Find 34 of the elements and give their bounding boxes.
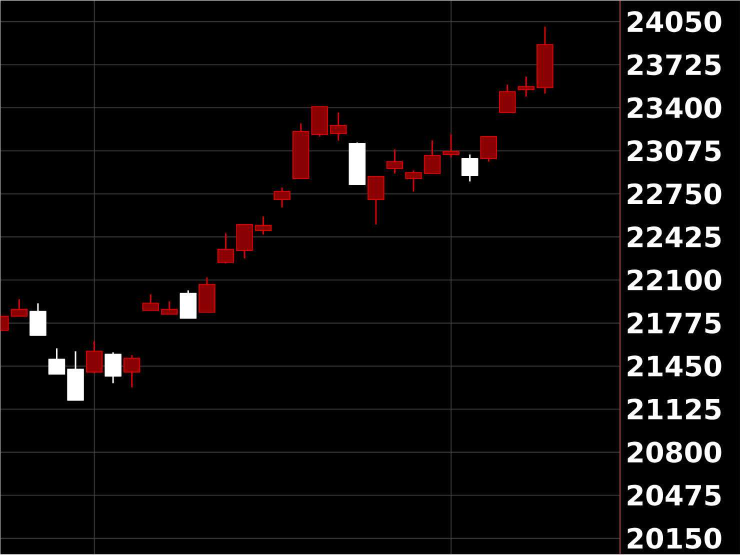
candlestick — [405, 170, 422, 192]
y-tick-label: 22750 — [628, 184, 722, 205]
y-tick-label: 21125 — [628, 398, 721, 420]
candlestick — [386, 148, 404, 174]
y-tick-label: 20800 — [628, 442, 722, 463]
candlestick — [123, 354, 140, 388]
candlestick — [104, 352, 122, 384]
y-tick-label: 21775 — [628, 312, 721, 334]
candlestick — [518, 76, 535, 98]
y-tick-label: 22100 — [628, 270, 722, 291]
y-tick-label: 20475 — [628, 484, 721, 506]
candlestick — [480, 136, 498, 162]
candlestick — [330, 112, 347, 142]
y-tick-label: 23075 — [628, 140, 721, 162]
y-tick-label: 23725 — [628, 54, 721, 76]
candlestick — [424, 140, 441, 174]
candlestick — [499, 84, 516, 114]
y-tick-label: 24050 — [628, 11, 722, 32]
candlestick — [10, 298, 28, 318]
candlestick — [48, 348, 66, 376]
candlestick — [161, 300, 178, 316]
y-tick-label: 23400 — [628, 97, 722, 118]
candlestick — [274, 186, 290, 208]
candlestick — [217, 232, 234, 264]
candlestick — [368, 176, 384, 226]
candlestick — [442, 134, 460, 158]
y-tick-label: 22425 — [628, 226, 721, 248]
candlestick — [86, 340, 103, 374]
candlestick — [30, 302, 46, 336]
candlestick — [254, 216, 272, 236]
y-tick-label: 20150 — [628, 528, 722, 549]
candlestick — [142, 294, 160, 312]
y-tick-label: 21450 — [628, 356, 722, 377]
candlestick — [461, 154, 478, 182]
